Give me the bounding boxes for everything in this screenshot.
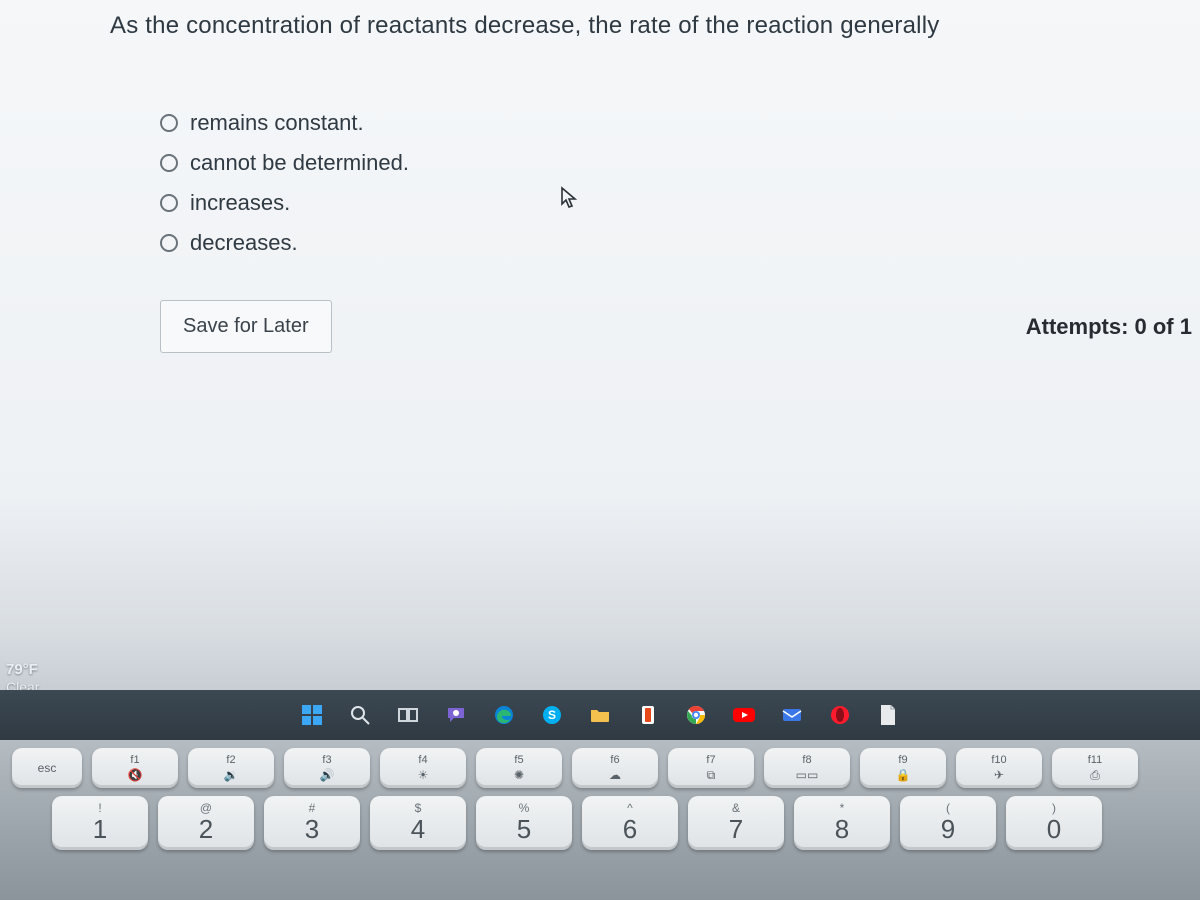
key-f11: f11⎙ (1052, 748, 1138, 788)
chat-icon[interactable] (441, 700, 471, 730)
option-increases[interactable]: increases. (160, 190, 1200, 216)
option-label: remains constant. (190, 110, 364, 136)
key-8: *8 (794, 796, 890, 850)
start-icon[interactable] (297, 700, 327, 730)
key-f9: f9🔒 (860, 748, 946, 788)
key-f4: f4☀ (380, 748, 466, 788)
actions-row: Save for Later Attempts: 0 of 1 (160, 300, 1200, 353)
key-9: (9 (900, 796, 996, 850)
key-f5: f5✺ (476, 748, 562, 788)
key-f8: f8▭▭ (764, 748, 850, 788)
option-decreases[interactable]: decreases. (160, 230, 1200, 256)
key-6: ^6 (582, 796, 678, 850)
options-group: remains constant. cannot be determined. … (160, 110, 1200, 256)
key-2: @2 (158, 796, 254, 850)
key-0: )0 (1006, 796, 1102, 850)
option-label: cannot be determined. (190, 150, 409, 176)
key-f1: f1🔇 (92, 748, 178, 788)
svg-text:S: S (548, 708, 556, 722)
radio-icon (160, 194, 178, 212)
screen: As the concentration of reactants decrea… (0, 0, 1200, 900)
edge-icon[interactable] (489, 700, 519, 730)
option-label: decreases. (190, 230, 298, 256)
explorer-icon[interactable] (585, 700, 615, 730)
quiz-panel: As the concentration of reactants decrea… (110, 0, 1200, 256)
youtube-icon[interactable] (729, 700, 759, 730)
weather-temp: 79°F (6, 661, 39, 679)
office-icon[interactable] (633, 700, 663, 730)
save-for-later-button[interactable]: Save for Later (160, 300, 332, 353)
key-f2: f2🔉 (188, 748, 274, 788)
key-4: $4 (370, 796, 466, 850)
key-1: !1 (52, 796, 148, 850)
key-esc: esc (12, 748, 82, 788)
question-text: As the concentration of reactants decrea… (110, 12, 1200, 40)
key-3: #3 (264, 796, 360, 850)
physical-keyboard: esc f1🔇f2🔉f3🔊f4☀f5✺f6☁f7⧉f8▭▭f9🔒f10✈f11⎙… (0, 740, 1200, 900)
radio-icon (160, 234, 178, 252)
search-icon[interactable] (345, 700, 375, 730)
key-f10: f10✈ (956, 748, 1042, 788)
taskview-icon[interactable] (393, 700, 423, 730)
chrome-icon[interactable] (681, 700, 711, 730)
doc-icon[interactable] (873, 700, 903, 730)
opera-icon[interactable] (825, 700, 855, 730)
key-f6: f6☁ (572, 748, 658, 788)
key-5: %5 (476, 796, 572, 850)
option-cannot-be-determined[interactable]: cannot be determined. (160, 150, 1200, 176)
skype-icon[interactable]: S (537, 700, 567, 730)
attempts-label: Attempts: 0 of 1 (1026, 314, 1192, 340)
option-remains-constant[interactable]: remains constant. (160, 110, 1200, 136)
key-f7: f7⧉ (668, 748, 754, 788)
key-f3: f3🔊 (284, 748, 370, 788)
mail-icon[interactable] (777, 700, 807, 730)
taskbar: S (0, 690, 1200, 740)
key-7: &7 (688, 796, 784, 850)
radio-icon (160, 114, 178, 132)
radio-icon (160, 154, 178, 172)
option-label: increases. (190, 190, 290, 216)
